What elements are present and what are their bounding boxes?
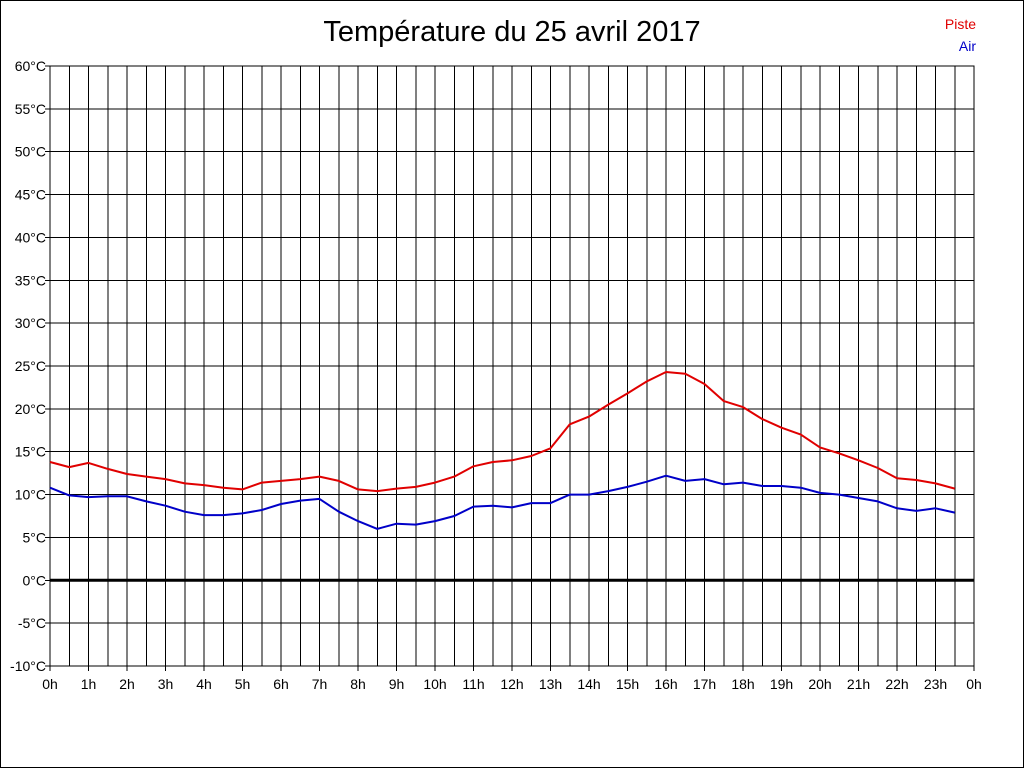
- legend-item-piste: Piste: [944, 16, 976, 32]
- x-tick-label: 22h: [885, 676, 908, 692]
- x-tick-label: 3h: [158, 676, 174, 692]
- y-tick-label: 35°C: [15, 272, 46, 288]
- x-tick-label: 0h: [42, 676, 58, 692]
- x-tick-label: 21h: [847, 676, 870, 692]
- x-tick-label: 7h: [312, 676, 328, 692]
- y-tick-label: 50°C: [15, 144, 46, 160]
- x-tick-label: 2h: [119, 676, 135, 692]
- y-tick-label: 20°C: [15, 401, 46, 417]
- y-tick-label: 40°C: [15, 229, 46, 245]
- chart-title: Température du 25 avril 2017: [323, 16, 701, 48]
- x-tick-label: 9h: [389, 676, 405, 692]
- x-tick-label: 15h: [616, 676, 639, 692]
- y-tick-label: 60°C: [15, 58, 46, 74]
- y-tick-label: 25°C: [15, 358, 46, 374]
- y-tick-label: 30°C: [15, 315, 46, 331]
- x-tick-label: 16h: [654, 676, 677, 692]
- legend: Piste Air: [945, 13, 976, 57]
- y-tick-label: 15°C: [15, 444, 46, 460]
- series-line-piste: [49, 371, 956, 493]
- x-tick-label: 5h: [235, 676, 251, 692]
- x-tick-label: 14h: [577, 676, 600, 692]
- x-tick-label: 23h: [924, 676, 947, 692]
- x-tick-label: 8h: [350, 676, 366, 692]
- plot-area-border: [49, 65, 975, 667]
- x-tick-label: 17h: [693, 676, 716, 692]
- legend-item-air: Air: [958, 38, 976, 54]
- x-tick-label: 0h: [966, 676, 982, 692]
- x-tick-label: 1h: [81, 676, 97, 692]
- y-tick-label: 5°C: [23, 529, 47, 545]
- x-tick-label: 13h: [539, 676, 562, 692]
- x-tick-label: 19h: [770, 676, 793, 692]
- x-tick-label: 4h: [196, 676, 212, 692]
- x-tick-label: 6h: [273, 676, 289, 692]
- y-tick-label: 55°C: [15, 101, 46, 117]
- y-tick-label: 0°C: [23, 572, 47, 588]
- series-line-air: [49, 474, 956, 530]
- x-tick-label: 11h: [462, 676, 484, 692]
- y-tick-label: 45°C: [15, 187, 46, 203]
- x-tick-label: 12h: [500, 676, 523, 692]
- y-tick-label: -5°C: [18, 615, 46, 631]
- x-tick-label: 10h: [423, 676, 446, 692]
- y-tick-label: -10°C: [10, 658, 46, 674]
- y-tick-label: 10°C: [15, 487, 46, 503]
- x-tick-label: 20h: [808, 676, 831, 692]
- x-tick-label: 18h: [731, 676, 754, 692]
